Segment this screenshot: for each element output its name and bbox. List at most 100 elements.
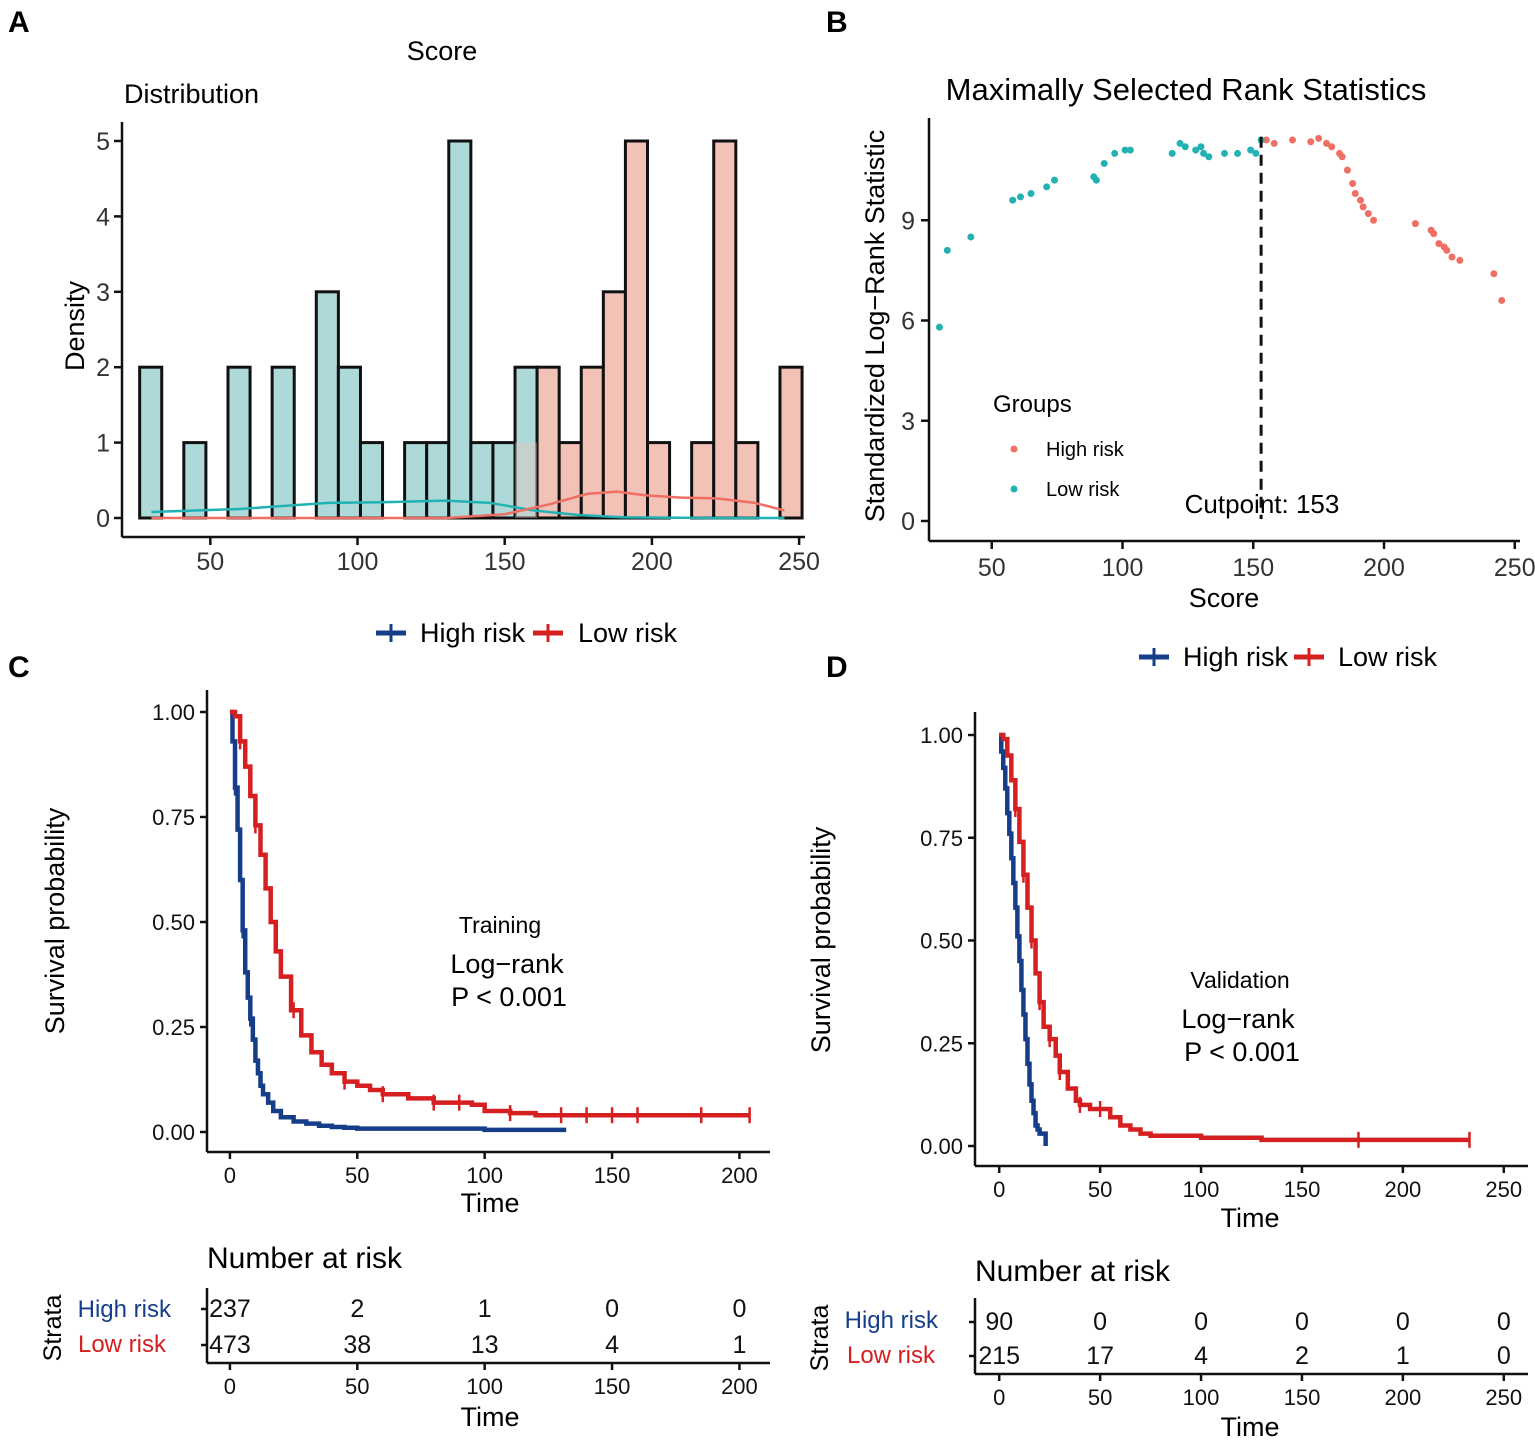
chart-d-curve-high-risk: [998, 732, 1048, 1146]
histogram-bar-6: [336, 365, 362, 520]
chart-d-y-tick-label: 0.50: [920, 929, 963, 954]
chart-c-risk-cell-low-0: 473: [209, 1331, 251, 1359]
point-low-risk: [1234, 149, 1242, 157]
point-low-risk: [935, 323, 943, 331]
point-high-risk: [1359, 203, 1367, 211]
chart-d-risk-cell-high-0: 90: [985, 1308, 1013, 1336]
histogram-bar-18: [623, 139, 649, 520]
histogram-bar-23: [778, 365, 804, 520]
risk-table-d-xlabel: Time: [1221, 1412, 1280, 1442]
chart-c-risk-x-tick-label: 150: [594, 1374, 631, 1399]
chart-a-y-tick-label: 4: [96, 203, 110, 231]
point-low-risk: [1181, 143, 1189, 151]
chart-d-risk-cell-high-250: 0: [1497, 1308, 1511, 1336]
point-low-risk: [1192, 146, 1200, 154]
chart-b-xlabel: Score: [1189, 583, 1260, 613]
point-high-risk: [1338, 153, 1346, 161]
point-low-risk: [1017, 193, 1025, 201]
point-high-risk: [1411, 220, 1419, 228]
chart-d-curve-low-risk: [999, 732, 1470, 1143]
chart-c-curve-low-risk: [229, 709, 750, 1118]
chart-d-x-tick-label: 150: [1284, 1177, 1321, 1202]
panel-c-training-km: C Survival probability Time Training Log…: [8, 651, 770, 1432]
legend-b-high-risk-label: High risk: [1183, 642, 1289, 672]
chart-b-x-tick-label: 150: [1232, 554, 1274, 582]
chart-d-logrank-label: Log−rank: [1181, 1004, 1295, 1034]
chart-d-risk-x-tick-label: 250: [1485, 1385, 1522, 1410]
chart-d-survival-curves: [998, 732, 1471, 1148]
chart-d-y-tick-label: 0.00: [920, 1134, 963, 1159]
chart-b-x-tick-label: 100: [1102, 554, 1144, 582]
risk-table-c-high-label: High risk: [78, 1296, 172, 1323]
chart-b-legend-title: Groups: [993, 391, 1072, 418]
chart-b-x-tick-label: 200: [1363, 554, 1405, 582]
chart-d-risk-cell-low-50: 17: [1086, 1342, 1114, 1370]
chart-a-x-tick-label: 100: [337, 548, 379, 576]
point-low-risk: [967, 233, 975, 241]
chart-c-risk-x-tick-label: 200: [721, 1374, 758, 1399]
chart-d-risk-table: Number at risk Strata High risk Low risk…: [806, 1255, 1528, 1442]
histogram-bar-10: [447, 139, 473, 520]
point-low-risk: [1200, 149, 1208, 157]
point-low-risk: [1027, 190, 1035, 198]
chart-d-axes: 0.00 0.25 0.50 0.75 1.00 0 50 100 150 200 250: [920, 712, 1528, 1202]
chart-c-risk-x-tick-label: 0: [224, 1374, 236, 1399]
chart-c-risk-cell-high-100: 1: [478, 1295, 492, 1323]
chart-d-risk-cell-high-150: 0: [1295, 1308, 1309, 1336]
chart-a-x-tick-label: 250: [778, 548, 820, 576]
chart-a-y-tick-label: 2: [96, 354, 110, 382]
legend-b-low-risk-label: Low risk: [1338, 642, 1438, 672]
chart-c-curve-high-risk: [229, 709, 567, 1133]
chart-b-y-tick-label: 9: [901, 207, 915, 235]
panel-b-maxstat: B Maximally Selected Rank Statistics Sta…: [826, 6, 1535, 672]
chart-c-xlabel: Time: [461, 1188, 520, 1218]
point-high-risk: [1430, 230, 1438, 238]
point-high-risk: [1443, 246, 1451, 254]
chart-d-risk-x-tick-label: 0: [993, 1385, 1005, 1410]
chart-d-risk-cell-low-100: 4: [1194, 1342, 1208, 1370]
panel-letter-a: A: [8, 6, 30, 39]
chart-c-risk-x-tick-label: 100: [466, 1374, 503, 1399]
cutpoint-label: Cutpoint: 153: [1185, 489, 1340, 519]
point-low-risk: [1176, 139, 1184, 147]
histogram-bar-22: [734, 441, 760, 520]
point-high-risk: [1370, 216, 1378, 224]
point-high-risk: [1490, 270, 1498, 278]
chart-d-ylabel: Survival probability: [806, 826, 836, 1053]
chart-c-ylabel: Survival probability: [40, 807, 70, 1034]
point-high-risk: [1498, 296, 1506, 304]
chart-b-legend-high-label: High risk: [1046, 439, 1125, 461]
point-low-risk: [1121, 146, 1129, 154]
chart-a-y-tick-label: 0: [96, 505, 110, 533]
point-low-risk: [1100, 159, 1108, 167]
histogram-bar-4: [270, 365, 296, 520]
histogram-bar-3: [226, 365, 252, 520]
chart-d-risk-cell-high-100: 0: [1194, 1308, 1208, 1336]
chart-b-x-tick-label: 50: [978, 554, 1006, 582]
point-low-risk: [1111, 149, 1119, 157]
panel-letter-b: B: [826, 6, 848, 39]
point-high-risk: [1322, 139, 1330, 147]
chart-a-axes: 0 1 2 3 4 5 50 100 150 200 250: [96, 122, 820, 576]
chart-c-risk-table: Number at risk Strata High risk Low risk…: [39, 1242, 770, 1432]
chart-c-axes: 0.00 0.25 0.50 0.75 1.00 0 50 100 150 200: [152, 690, 770, 1188]
risk-table-d-high-label: High risk: [845, 1307, 939, 1334]
point-low-risk: [1168, 149, 1176, 157]
chart-a-y-tick-label: 5: [96, 128, 110, 156]
chart-b-outer-legend: High risk Low risk: [1139, 642, 1438, 672]
chart-a-bars: [138, 139, 804, 520]
chart-d-risk-x-tick-label: 100: [1183, 1385, 1220, 1410]
chart-d-xlabel: Time: [1221, 1203, 1280, 1233]
chart-c-risk-cell-high-50: 2: [350, 1295, 364, 1323]
histogram-bar-17: [601, 290, 627, 520]
point-low-risk: [1009, 196, 1017, 204]
point-high-risk: [1315, 134, 1323, 142]
chart-a-ylabel: Density: [60, 280, 90, 371]
chart-c-risk-cell-high-200: 0: [732, 1295, 746, 1323]
histogram-bar-20: [690, 441, 716, 520]
chart-c-logrank-label: Log−rank: [450, 949, 564, 979]
point-low-risk: [1197, 143, 1205, 151]
point-high-risk: [1435, 240, 1443, 248]
point-low-risk: [1051, 176, 1059, 184]
chart-a-x-tick-label: 150: [484, 548, 526, 576]
